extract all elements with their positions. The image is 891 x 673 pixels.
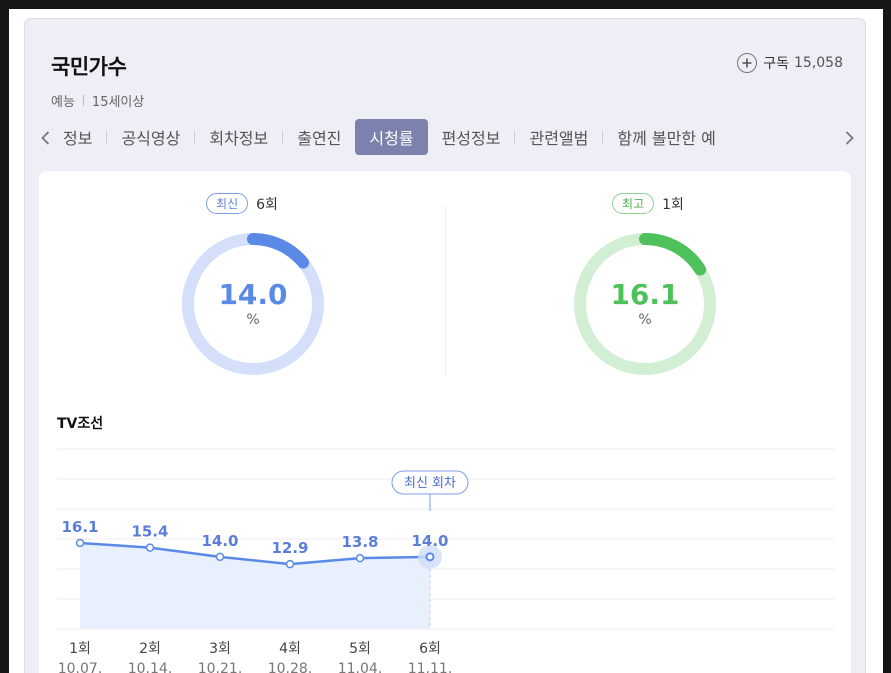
x-tick-episode-0: 1회	[69, 641, 91, 657]
x-tick-episode-2: 3회	[209, 641, 231, 657]
data-label-1: 15.4	[131, 523, 168, 541]
best-episode: 1회	[662, 196, 684, 213]
genre-label: 예능	[51, 95, 75, 110]
tab-3[interactable]: 출연진	[297, 129, 342, 148]
channel-name: TV조선	[57, 416, 104, 432]
tab-1[interactable]: 공식영상	[121, 129, 181, 148]
meta-divider	[82, 95, 84, 106]
data-label-3: 12.9	[271, 539, 308, 557]
x-tick-date-2: 10.21.	[198, 661, 243, 673]
x-tick-episode-3: 4회	[279, 641, 301, 657]
subscriber-count: 15,058	[794, 55, 843, 71]
x-tick-episode-1: 2회	[139, 641, 161, 657]
chart-area-fill	[80, 543, 430, 629]
tab-divider	[514, 131, 516, 143]
program-meta: 예능 15세이상	[51, 91, 144, 110]
x-tick-date-4: 11.04.	[338, 661, 383, 673]
latest-rating-value: 14.0	[218, 278, 288, 311]
program-title: 국민가수	[51, 55, 127, 79]
tab-scroll-left-button[interactable]	[37, 127, 53, 149]
tab-divider	[282, 131, 284, 143]
subscribe-label: 구독	[763, 56, 789, 72]
panel-divider	[445, 205, 446, 375]
data-point-5	[425, 552, 435, 562]
subscribe-button[interactable]: 구독 15,058	[737, 53, 843, 73]
data-label-4: 13.8	[341, 533, 378, 551]
app-frame: 국민가수 예능 15세이상 구독 15,058 정보 공식영상 회차정보 출연진 시청률…	[9, 9, 883, 673]
best-rating-unit: %	[638, 312, 652, 328]
tab-4[interactable]: 시청률	[355, 119, 428, 155]
age-rating-label: 15세이상	[91, 95, 145, 110]
x-tick-date-1: 10.14.	[128, 661, 173, 673]
tab-divider	[194, 131, 196, 143]
data-point-2	[215, 552, 225, 562]
tab-scroll-right-button[interactable]	[841, 127, 857, 149]
tab-bar: 정보 공식영상 회차정보 출연진 시청률 편성정보 관련앨범 함께 볼만한 예	[25, 119, 865, 159]
x-tick-date-0: 10.07.	[58, 661, 103, 673]
x-tick-date-3: 10.28.	[268, 661, 313, 673]
latest-episode-callout	[391, 470, 469, 495]
x-tick-date-5: 11.11.	[408, 661, 453, 673]
tab-divider	[106, 131, 108, 143]
tab-7[interactable]: 함께 볼만한 예	[617, 129, 716, 148]
tab-6[interactable]: 관련앨범	[529, 129, 589, 148]
latest-rating-unit: %	[246, 312, 260, 328]
tab-5[interactable]: 편성정보	[441, 129, 501, 148]
ratings-line-chart: 16.1 1회 10.07. 15.4 2회 10.14. 14.0 3회 10.21. 12.9…	[57, 448, 835, 673]
data-point-1	[145, 543, 155, 552]
tab-2[interactable]: 회차정보	[209, 129, 269, 148]
latest-rating: 최신 6회 14.0 %	[39, 171, 445, 381]
x-tick-episode-5: 6회	[419, 641, 441, 657]
program-card: 국민가수 예능 15세이상 구독 15,058 정보 공식영상 회차정보 출연진 시청률…	[25, 19, 865, 673]
ratings-panel: 최신 6회 14.0 % 최고 1회	[39, 171, 851, 673]
data-point-3	[285, 559, 295, 569]
data-point-4	[355, 553, 365, 563]
data-label-2: 14.0	[201, 532, 238, 550]
latest-badge: 최신	[206, 193, 249, 214]
tab-0[interactable]: 정보	[63, 129, 93, 148]
tab-divider	[602, 131, 604, 143]
plus-circle-icon	[737, 53, 758, 73]
chevron-left-icon	[40, 131, 49, 145]
best-badge: 최고	[612, 193, 655, 214]
best-rating: 최고 1회 16.1 %	[445, 171, 851, 381]
best-rating-value: 16.1	[610, 278, 680, 311]
tab-list: 정보 공식영상 회차정보 출연진 시청률 편성정보 관련앨범 함께 볼만한 예	[59, 119, 829, 159]
data-point-0	[75, 538, 85, 548]
best-rating-gauge: 16.1 %	[570, 229, 720, 379]
x-tick-episode-4: 5회	[349, 641, 371, 657]
chevron-right-icon	[845, 131, 854, 145]
latest-episode: 6회	[256, 196, 278, 213]
latest-episode-callout-label: 최신 회차	[404, 476, 456, 491]
latest-rating-gauge: 14.0 %	[178, 229, 328, 379]
chart-series-line	[79, 541, 431, 566]
data-label-5: 14.0	[411, 532, 448, 550]
data-label-0: 16.1	[61, 518, 98, 536]
